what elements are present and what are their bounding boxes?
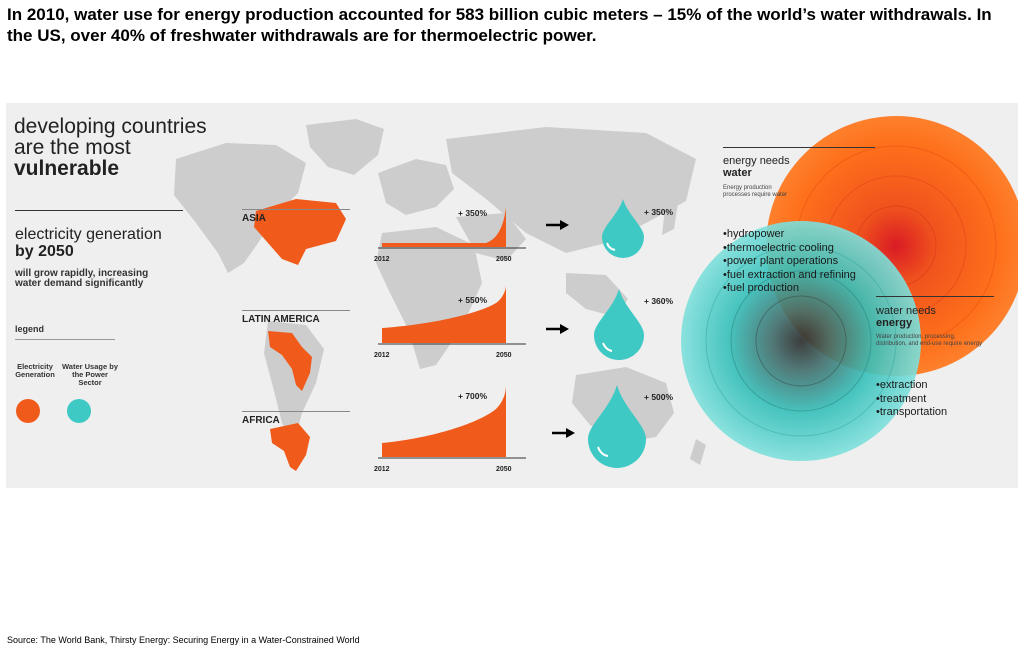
subtitle: electricity generation by 2050 (15, 226, 162, 260)
latin-america-electricity-growth: + 550% (458, 295, 488, 305)
drop-latin-america (594, 289, 644, 360)
growth-curves (378, 207, 526, 459)
description: will grow rapidly, increasing water dema… (15, 268, 149, 289)
energy-needs-rule (723, 147, 875, 148)
list-item: •thermoelectric cooling (723, 241, 834, 254)
energy-needs-title-2: water (723, 167, 752, 179)
infographic-panel: developing countries are the most vulner… (6, 103, 1018, 488)
list-item: •treatment (876, 392, 927, 405)
subtitle-line-2: by 2050 (15, 243, 74, 260)
title-line-3: vulnerable (14, 157, 120, 180)
headline: In 2010, water use for energy production… (7, 5, 992, 45)
asia-electricity-growth: + 350% (458, 208, 488, 218)
water-circle (681, 221, 921, 461)
asia-start-year: 2012 (374, 256, 390, 263)
main-title: developing countries are the most vulner… (14, 116, 207, 179)
legend-divider (15, 339, 115, 340)
world-map (174, 116, 1018, 471)
energy-needs-title-1: energy needs (723, 155, 790, 167)
region-label-asia: ASIA (242, 213, 266, 224)
legend-water-label: Water Usage by the Power Sector (62, 362, 118, 387)
africa-start-year: 2012 (374, 466, 390, 473)
water-needs-title-1: water needs (876, 305, 936, 317)
region-label-africa: AFRICA (242, 415, 280, 426)
greenland (306, 119, 384, 175)
africa-water-growth: + 500% (644, 392, 674, 402)
list-item: •hydropower (723, 228, 785, 240)
asia-curve (382, 207, 506, 247)
water-needs-rule (876, 296, 994, 297)
list-item: •transportation (876, 406, 948, 418)
list-item: •extraction (876, 379, 928, 391)
list-item: •power plant operations (723, 255, 839, 267)
list-item: •fuel production (723, 282, 800, 294)
energy-needs-description: Energy production processes require wate… (723, 185, 788, 198)
region-label-latin-america: LATIN AMERICA (242, 314, 320, 325)
africa-end-year: 2050 (496, 466, 512, 473)
asia-water-growth: + 350% (644, 207, 674, 217)
latin-america-start-year: 2012 (374, 352, 390, 359)
latin-america-highlight (268, 331, 312, 391)
north-america (174, 143, 306, 273)
highlighted-regions (254, 199, 346, 471)
water-needs-description: Water production, processing, distributi… (876, 334, 983, 347)
africa-curve (382, 385, 506, 457)
drop-asia (602, 199, 644, 258)
water-needs-title: water needs energy (876, 305, 936, 329)
middle-east (456, 213, 526, 261)
drop-africa (588, 385, 646, 468)
africa-rule (242, 411, 350, 412)
africa-electricity-growth: + 700% (458, 391, 488, 401)
arrows (546, 220, 575, 438)
list-item: •fuel extraction and refining (723, 268, 856, 281)
legend-electricity-dot (16, 399, 40, 423)
title-line-2: are the most (14, 136, 131, 159)
asia-end-year: 2050 (496, 256, 512, 263)
water-needs-title-2: energy (876, 317, 913, 329)
asia-highlight (254, 199, 346, 265)
legend-electricity-label: Electricity Generation (15, 362, 55, 379)
energy-needs-list: •hydropower •thermoelectric cooling •pow… (723, 228, 856, 296)
legend-title: legend (15, 324, 45, 334)
title-line-1: developing countries (14, 115, 207, 138)
africa-highlight (270, 423, 310, 471)
water-needs-list: •extraction •treatment •transportation (876, 379, 947, 420)
energy-needs-title: energy needs water (723, 155, 790, 179)
subtitle-line-1: electricity generation (15, 226, 162, 243)
source-citation: Source: The World Bank, Thirsty Energy: … (7, 635, 360, 645)
latin-america-rule (242, 310, 350, 311)
europe (378, 159, 454, 215)
asia-rule (242, 209, 350, 210)
new-zealand (690, 439, 706, 465)
nexus-circles (681, 116, 1018, 461)
latin-america-water-growth: + 360% (644, 296, 674, 306)
japan (662, 199, 678, 235)
legend-water-dot (67, 399, 91, 423)
latin-america-end-year: 2050 (496, 352, 512, 359)
water-drops (588, 199, 646, 468)
latin-america-curve (382, 285, 506, 343)
divider (15, 210, 183, 211)
